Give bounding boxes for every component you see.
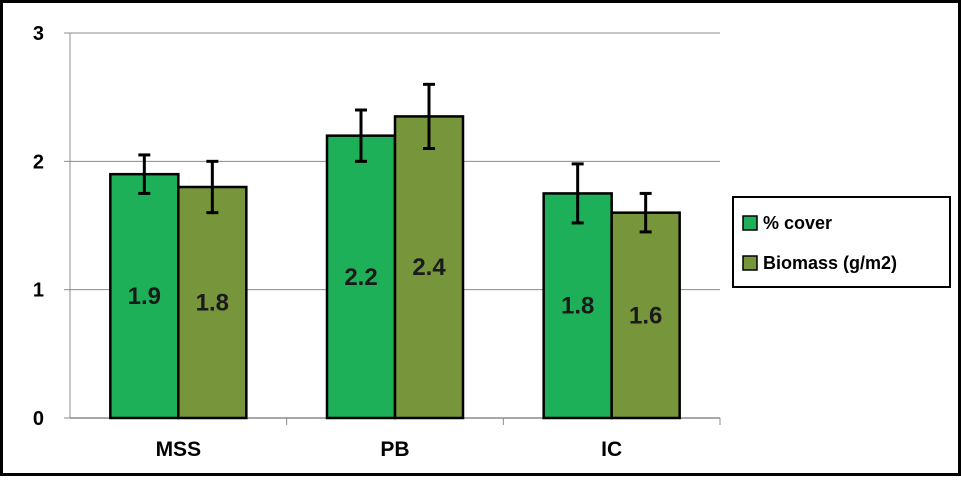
data-label: 2.4 bbox=[412, 254, 446, 281]
bar-1-1 bbox=[393, 115, 465, 420]
y-tick-label: 1 bbox=[33, 280, 44, 302]
data-label: 1.8 bbox=[561, 293, 594, 320]
legend-swatch-biomass bbox=[742, 255, 758, 271]
bars bbox=[109, 82, 681, 420]
bar-2-1 bbox=[610, 211, 681, 420]
legend-label-cover: % cover bbox=[763, 213, 832, 233]
data-label: 2.2 bbox=[344, 264, 377, 291]
bar-0-1 bbox=[177, 185, 248, 420]
y-tick-label: 2 bbox=[33, 151, 44, 173]
labels: 0 1 2 3 MSS 1.9 1.8 PB 2.2 2.4 IC 1.8 1.6 bbox=[33, 23, 662, 461]
legend-box bbox=[732, 196, 951, 288]
y-tick-label: 0 bbox=[33, 408, 44, 430]
x-category-label: MSS bbox=[156, 438, 202, 461]
data-label: 1.8 bbox=[196, 290, 229, 317]
legend: % cover Biomass (g/m2) bbox=[732, 196, 951, 288]
data-label: 1.6 bbox=[629, 302, 662, 329]
data-label: 1.9 bbox=[128, 283, 161, 310]
legend-label-biomass: Biomass (g/m2) bbox=[763, 253, 897, 273]
x-category-label: IC bbox=[601, 438, 622, 461]
y-tick-label: 3 bbox=[33, 23, 44, 45]
bar-1-0 bbox=[325, 134, 397, 420]
x-category-label: PB bbox=[380, 438, 409, 461]
legend-swatch-cover bbox=[742, 215, 758, 231]
